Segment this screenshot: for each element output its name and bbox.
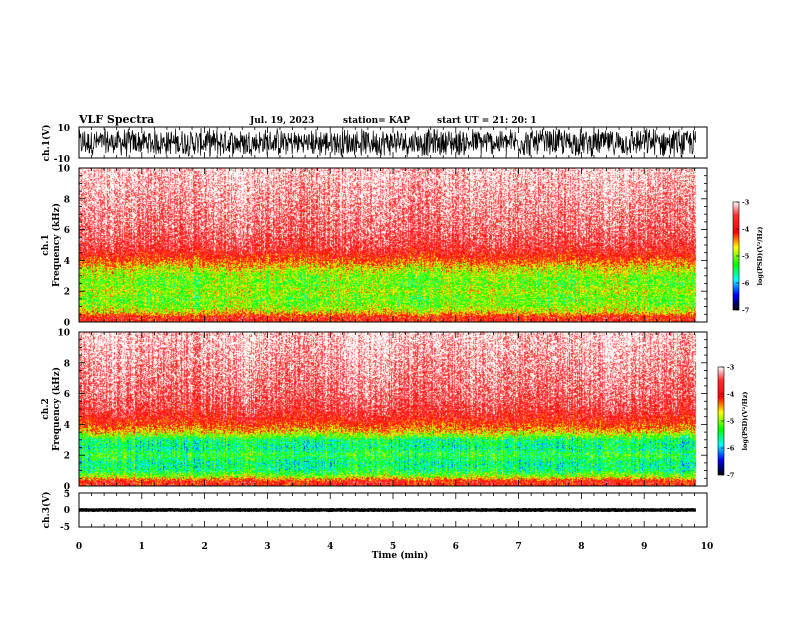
ch3-ytick-label: 5 <box>64 490 70 500</box>
time-tick-label: 0 <box>76 542 82 552</box>
time-tick-label: 6 <box>453 542 459 552</box>
ch2-channel-label: ch.2 <box>41 398 51 419</box>
ch2-spectrogram-time-ticks <box>78 332 708 486</box>
ch3-waveform-ylabel: ch.3(V) <box>41 492 52 529</box>
ch3-ytick-label: -5 <box>60 523 70 533</box>
frequency-tick-label: 8 <box>64 195 70 205</box>
time-axis-tick-labels: 0 1 2 3 4 5 6 7 8 9 10 <box>76 542 713 552</box>
ch1-waveform-ylabel: ch.1(V) <box>41 125 52 162</box>
colorbar-tick-label: -6 <box>742 280 750 288</box>
colorbar-tick-label: -3 <box>727 364 735 372</box>
start-ut-label: start UT = 21: 20: 1 <box>437 116 537 126</box>
station-label: station= KAP <box>343 116 410 126</box>
colorbar-tick-label: -3 <box>742 199 750 207</box>
ch3-waveform-ticks <box>78 493 708 527</box>
frequency-tick-label: 10 <box>57 329 70 339</box>
frequency-tick-label: 10 <box>57 165 70 175</box>
time-tick-label: 1 <box>139 542 145 552</box>
date-label: Jul. 19, 2023 <box>249 116 314 126</box>
colorbar-tick-label: -6 <box>727 445 735 453</box>
colorbar-tick-label: -4 <box>727 391 735 399</box>
ch1-waveform-line <box>78 127 697 158</box>
ch1-frequency-ylabel: Frequency (kHz) <box>51 203 62 287</box>
frequency-tick-label: 6 <box>64 226 70 236</box>
time-tick-label: 10 <box>701 542 714 552</box>
ch1-waveform-trace <box>78 127 697 158</box>
ch3-ytick-label: 0 <box>64 506 70 516</box>
colorbar-tick-label: -5 <box>742 253 750 261</box>
frequency-tick-label: 2 <box>64 452 70 462</box>
ch1-waveform-ticks <box>78 127 708 158</box>
ch1-waveform-panel: 10 -10 ch.1(V) <box>41 124 708 165</box>
ch2-frequency-ticks: 0 2 4 6 8 10 <box>57 329 707 493</box>
time-tick-label: 2 <box>201 542 207 552</box>
time-tick-label: 9 <box>641 542 647 552</box>
frequency-tick-label: 0 <box>64 319 70 329</box>
time-tick-label: 8 <box>578 542 584 552</box>
frequency-tick-label: 4 <box>64 421 70 431</box>
figure-title: VLF Spectra <box>78 113 154 126</box>
ch1-spectrogram-image <box>79 168 707 322</box>
frequency-tick-label: 4 <box>64 257 70 267</box>
frequency-tick-label: 2 <box>64 288 70 298</box>
ch1-colorbar-ticks: -3 -4 -5 -6 -7 <box>736 199 750 315</box>
time-tick-label: 5 <box>390 542 396 552</box>
ch2-spectrogram-image <box>79 332 707 486</box>
ch1-colorbar: -3 -4 -5 -6 -7 log(PSD)(V²/Hz) <box>732 199 764 315</box>
ch1-ytick-label: 10 <box>57 124 70 134</box>
ch1-spectrogram-time-ticks <box>78 168 708 322</box>
ch3-waveform-panel: 5 0 -5 ch.3(V) <box>41 490 708 533</box>
ch1-colorbar-label: log(PSD)(V²/Hz) <box>756 227 764 286</box>
ch3-waveform-line <box>78 507 697 513</box>
colorbar-tick-label: -7 <box>742 307 749 315</box>
ch2-colorbar-ticks: -3 -4 -5 -6 -7 <box>721 364 735 480</box>
time-tick-label: 4 <box>327 542 333 552</box>
ch2-spectrogram-panel: 0 2 4 6 8 10 ch.2 Frequency (kHz) <box>41 329 708 493</box>
ch3-waveform-trace <box>78 507 697 513</box>
colorbar-tick-label: -4 <box>742 226 750 234</box>
ch2-frequency-ylabel: Frequency (kHz) <box>51 367 62 451</box>
ch1-ytick-label: -10 <box>54 155 70 165</box>
frequency-tick-label: 6 <box>64 390 70 400</box>
time-axis-label: Time (min) <box>372 550 429 561</box>
ch1-channel-label: ch.1 <box>41 234 51 255</box>
time-tick-label: 7 <box>515 542 521 552</box>
time-tick-label: 3 <box>264 542 270 552</box>
frequency-tick-label: 8 <box>64 359 70 369</box>
ch1-spectrogram-panel: 0 2 4 6 8 10 ch.1 Frequency (kHz) <box>41 165 708 329</box>
ch2-colorbar: -3 -4 -5 -6 -7 log(PSD)(V²/Hz) <box>717 364 749 480</box>
frequency-tick-label: 0 <box>64 483 70 493</box>
ch2-colorbar-label: log(PSD)(V²/Hz) <box>741 392 749 451</box>
ch1-frequency-ticks: 0 2 4 6 8 10 <box>57 165 707 329</box>
colorbar-tick-label: -7 <box>727 472 734 480</box>
colorbar-tick-label: -5 <box>727 418 735 426</box>
